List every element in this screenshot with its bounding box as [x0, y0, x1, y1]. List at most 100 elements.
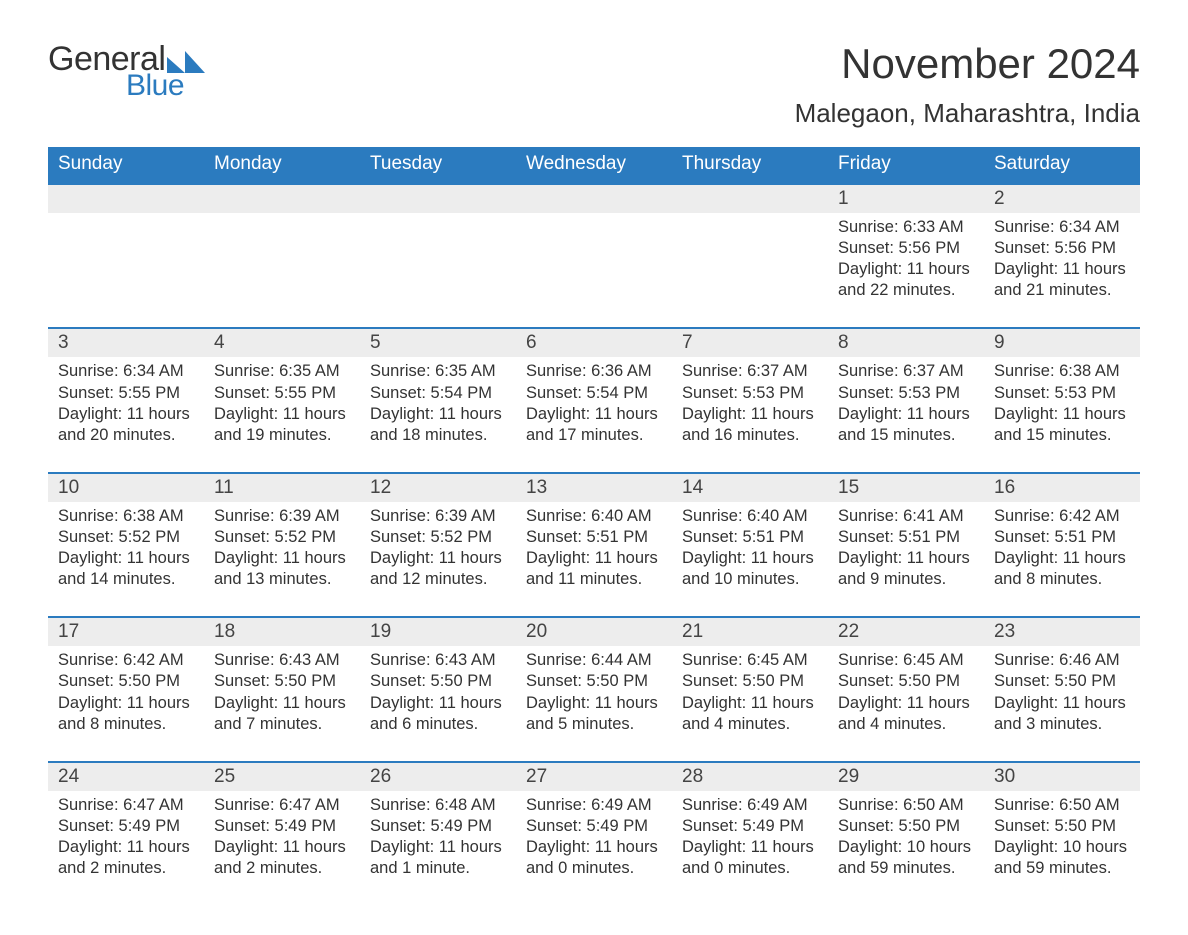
- daylight-line: Daylight: 10 hours and 59 minutes.: [994, 837, 1130, 879]
- day-number: 26: [360, 763, 516, 791]
- daylight-line: Daylight: 11 hours and 0 minutes.: [682, 837, 818, 879]
- sunrise-line: Sunrise: 6:46 AM: [994, 650, 1130, 671]
- logo: General Blue: [48, 40, 205, 103]
- calendar-header-row: SundayMondayTuesdayWednesdayThursdayFrid…: [48, 147, 1140, 184]
- day-number: 25: [204, 763, 360, 791]
- day-number: 28: [672, 763, 828, 791]
- day-cell: Sunrise: 6:42 AMSunset: 5:50 PMDaylight:…: [48, 646, 204, 760]
- sunset-line: Sunset: 5:52 PM: [214, 527, 350, 548]
- day-number: 10: [48, 474, 204, 502]
- sunset-line: Sunset: 5:55 PM: [214, 383, 350, 404]
- daylight-line: Daylight: 11 hours and 15 minutes.: [994, 404, 1130, 446]
- sunrise-line: Sunrise: 6:50 AM: [994, 795, 1130, 816]
- day-cell: Sunrise: 6:39 AMSunset: 5:52 PMDaylight:…: [204, 502, 360, 616]
- sunset-line: Sunset: 5:53 PM: [682, 383, 818, 404]
- daylight-line: Daylight: 11 hours and 22 minutes.: [838, 259, 974, 301]
- daylight-line: Daylight: 11 hours and 21 minutes.: [994, 259, 1130, 301]
- sunrise-line: Sunrise: 6:49 AM: [682, 795, 818, 816]
- daylight-line: Daylight: 11 hours and 4 minutes.: [838, 693, 974, 735]
- daylight-line: Daylight: 11 hours and 16 minutes.: [682, 404, 818, 446]
- sunrise-line: Sunrise: 6:43 AM: [370, 650, 506, 671]
- sunset-line: Sunset: 5:52 PM: [58, 527, 194, 548]
- daylight-line: Daylight: 11 hours and 10 minutes.: [682, 548, 818, 590]
- daylight-line: Daylight: 11 hours and 13 minutes.: [214, 548, 350, 590]
- day-number: 5: [360, 329, 516, 357]
- day-number: 30: [984, 763, 1140, 791]
- day-number: 13: [516, 474, 672, 502]
- day-cell: [204, 213, 360, 321]
- calendar-page: General Blue November 2024 Malegaon, Mah…: [0, 0, 1188, 935]
- day-cell: Sunrise: 6:41 AMSunset: 5:51 PMDaylight:…: [828, 502, 984, 616]
- week-data-row: Sunrise: 6:33 AMSunset: 5:56 PMDaylight:…: [48, 213, 1140, 328]
- daylight-line: Daylight: 11 hours and 15 minutes.: [838, 404, 974, 446]
- sunset-line: Sunset: 5:50 PM: [682, 671, 818, 692]
- column-header: Friday: [828, 147, 984, 184]
- column-header: Monday: [204, 147, 360, 184]
- location: Malegaon, Maharashtra, India: [795, 98, 1140, 129]
- week-data-row: Sunrise: 6:38 AMSunset: 5:52 PMDaylight:…: [48, 502, 1140, 617]
- daylight-line: Daylight: 11 hours and 1 minute.: [370, 837, 506, 879]
- day-cell: Sunrise: 6:49 AMSunset: 5:49 PMDaylight:…: [516, 791, 672, 905]
- sunrise-line: Sunrise: 6:50 AM: [838, 795, 974, 816]
- column-header: Sunday: [48, 147, 204, 184]
- sunrise-line: Sunrise: 6:34 AM: [994, 217, 1130, 238]
- day-number: 8: [828, 329, 984, 357]
- sunset-line: Sunset: 5:56 PM: [838, 238, 974, 259]
- sunrise-line: Sunrise: 6:38 AM: [994, 361, 1130, 382]
- day-number: 16: [984, 474, 1140, 502]
- day-number: 29: [828, 763, 984, 791]
- sunrise-line: Sunrise: 6:49 AM: [526, 795, 662, 816]
- sunrise-line: Sunrise: 6:40 AM: [682, 506, 818, 527]
- sunrise-line: Sunrise: 6:37 AM: [838, 361, 974, 382]
- sunset-line: Sunset: 5:56 PM: [994, 238, 1130, 259]
- day-number: [672, 185, 828, 211]
- sunset-line: Sunset: 5:50 PM: [838, 671, 974, 692]
- daylight-line: Daylight: 11 hours and 8 minutes.: [994, 548, 1130, 590]
- logo-word-blue: Blue: [126, 69, 205, 103]
- sunrise-line: Sunrise: 6:40 AM: [526, 506, 662, 527]
- day-cell: Sunrise: 6:50 AMSunset: 5:50 PMDaylight:…: [984, 791, 1140, 905]
- week-data-row: Sunrise: 6:34 AMSunset: 5:55 PMDaylight:…: [48, 357, 1140, 472]
- week-daynum-row: 12: [48, 184, 1140, 213]
- column-header: Tuesday: [360, 147, 516, 184]
- day-number: 17: [48, 618, 204, 646]
- day-cell: Sunrise: 6:37 AMSunset: 5:53 PMDaylight:…: [828, 357, 984, 471]
- sunrise-line: Sunrise: 6:47 AM: [214, 795, 350, 816]
- column-header: Saturday: [984, 147, 1140, 184]
- day-number: [204, 185, 360, 211]
- sunrise-line: Sunrise: 6:48 AM: [370, 795, 506, 816]
- week-daynum-row: 24252627282930: [48, 762, 1140, 791]
- sunrise-line: Sunrise: 6:45 AM: [838, 650, 974, 671]
- day-number: 20: [516, 618, 672, 646]
- day-number: 9: [984, 329, 1140, 357]
- day-cell: [48, 213, 204, 321]
- sunrise-line: Sunrise: 6:35 AM: [370, 361, 506, 382]
- sunset-line: Sunset: 5:53 PM: [994, 383, 1130, 404]
- title-block: November 2024 Malegaon, Maharashtra, Ind…: [795, 40, 1140, 129]
- sunset-line: Sunset: 5:51 PM: [994, 527, 1130, 548]
- sunrise-line: Sunrise: 6:39 AM: [214, 506, 350, 527]
- sunrise-line: Sunrise: 6:35 AM: [214, 361, 350, 382]
- sunset-line: Sunset: 5:50 PM: [994, 816, 1130, 837]
- sunrise-line: Sunrise: 6:34 AM: [58, 361, 194, 382]
- day-number: 3: [48, 329, 204, 357]
- daylight-line: Daylight: 11 hours and 7 minutes.: [214, 693, 350, 735]
- daylight-line: Daylight: 11 hours and 3 minutes.: [994, 693, 1130, 735]
- day-cell: Sunrise: 6:45 AMSunset: 5:50 PMDaylight:…: [672, 646, 828, 760]
- day-cell: [360, 213, 516, 321]
- day-number: [360, 185, 516, 211]
- day-cell: Sunrise: 6:39 AMSunset: 5:52 PMDaylight:…: [360, 502, 516, 616]
- day-cell: Sunrise: 6:49 AMSunset: 5:49 PMDaylight:…: [672, 791, 828, 905]
- sunset-line: Sunset: 5:54 PM: [526, 383, 662, 404]
- daylight-line: Daylight: 11 hours and 11 minutes.: [526, 548, 662, 590]
- day-cell: Sunrise: 6:46 AMSunset: 5:50 PMDaylight:…: [984, 646, 1140, 760]
- day-cell: Sunrise: 6:47 AMSunset: 5:49 PMDaylight:…: [48, 791, 204, 905]
- daylight-line: Daylight: 11 hours and 6 minutes.: [370, 693, 506, 735]
- day-cell: Sunrise: 6:37 AMSunset: 5:53 PMDaylight:…: [672, 357, 828, 471]
- day-number: 21: [672, 618, 828, 646]
- daylight-line: Daylight: 11 hours and 19 minutes.: [214, 404, 350, 446]
- header: General Blue November 2024 Malegaon, Mah…: [48, 40, 1140, 129]
- daylight-line: Daylight: 10 hours and 59 minutes.: [838, 837, 974, 879]
- calendar-table: SundayMondayTuesdayWednesdayThursdayFrid…: [48, 147, 1140, 905]
- day-cell: Sunrise: 6:34 AMSunset: 5:56 PMDaylight:…: [984, 213, 1140, 327]
